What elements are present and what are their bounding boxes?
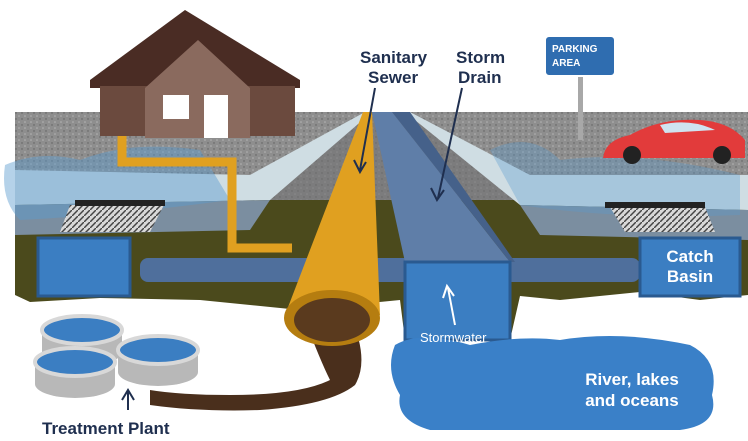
label: Sanitary — [360, 48, 428, 67]
house-door — [204, 95, 228, 138]
label: Catch — [666, 247, 713, 266]
sanitary-pipe-opening — [294, 298, 370, 342]
grate-slot-right — [605, 202, 705, 208]
label: Storm — [456, 48, 505, 67]
sign-pole — [578, 72, 583, 140]
catch-basin-left — [38, 238, 130, 296]
sewer-diagram: PARKING AREA Sanitary Sewer Storm Drain … — [0, 0, 748, 441]
label: River, lakes — [585, 370, 679, 389]
grate-slot-left — [75, 200, 165, 206]
connector-pipe — [140, 258, 640, 282]
label: Stormwater — [420, 330, 487, 345]
label: Drain — [458, 68, 501, 87]
storm-drain-box — [405, 262, 510, 340]
sign-text: PARKING — [552, 44, 598, 55]
grate-right — [610, 207, 715, 232]
house-window — [163, 95, 189, 119]
label: and oceans — [585, 391, 679, 410]
sign-text: AREA — [552, 58, 580, 69]
grate-left — [60, 203, 165, 232]
label: Treatment Plant — [42, 419, 170, 438]
car-wheel — [713, 146, 731, 164]
label: Basin — [667, 267, 713, 286]
car-wheel — [623, 146, 641, 164]
label: Sewer — [368, 68, 418, 87]
treatment-plant — [35, 316, 198, 398]
parking-sign — [545, 36, 615, 76]
